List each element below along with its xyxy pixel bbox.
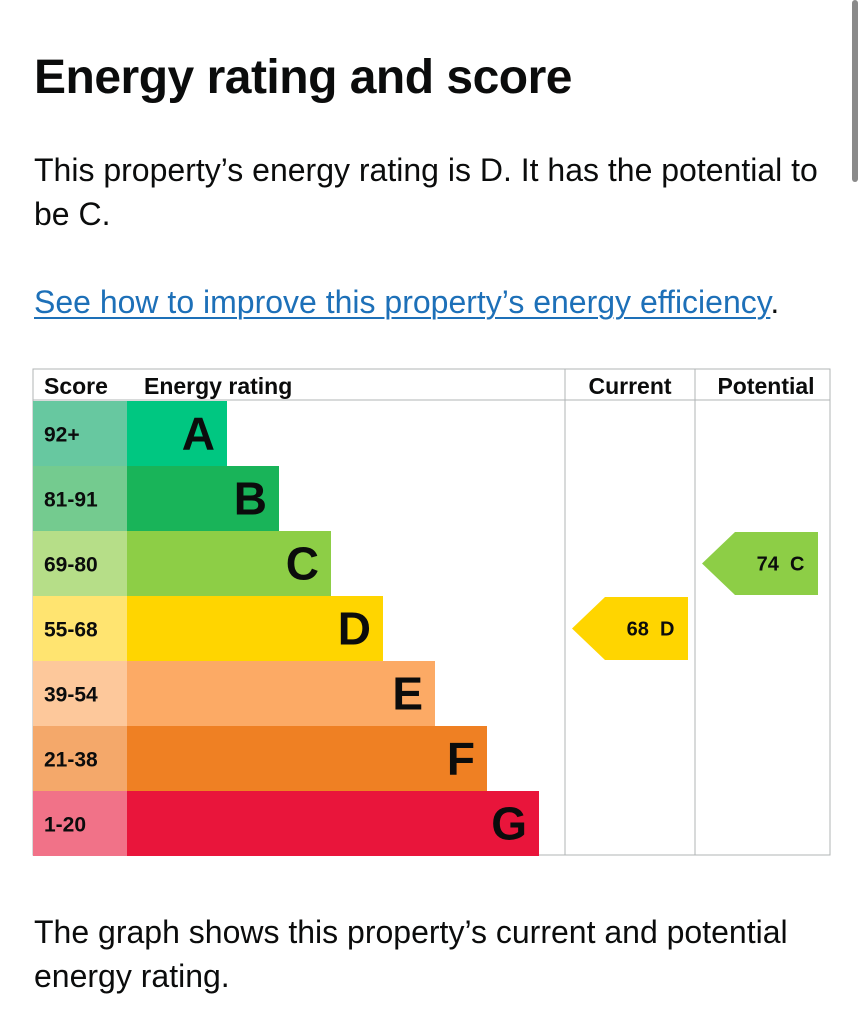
band-bar-e	[127, 661, 435, 726]
band-bar-b	[127, 466, 279, 531]
potential-rating-label: 74 C	[757, 554, 805, 576]
band-bar-d	[127, 596, 383, 661]
rating-summary: This property’s energy rating is D. It h…	[34, 152, 818, 232]
band-letter-e: E	[392, 668, 423, 720]
score-cell-a	[33, 401, 127, 466]
score-cell-f	[33, 726, 127, 791]
band-letter-c: C	[286, 538, 319, 590]
score-range-g: 1-20	[44, 814, 86, 837]
improve-suffix: .	[770, 284, 780, 320]
header-energy-rating: Energy rating	[144, 373, 292, 399]
band-bar-f	[127, 726, 487, 791]
score-cell-d	[33, 596, 127, 661]
score-cell-b	[33, 466, 127, 531]
score-cell-g	[33, 791, 127, 856]
current-rating-arrow	[572, 597, 688, 660]
band-bar-c	[127, 531, 331, 596]
band-bar-g	[127, 791, 539, 856]
score-range-d: 55-68	[44, 619, 98, 642]
header-potential: Potential	[717, 373, 814, 399]
improve-paragraph: See how to improve this property’s energ…	[34, 280, 779, 324]
header-score: Score	[44, 373, 108, 399]
band-letter-f: F	[447, 733, 475, 785]
score-range-f: 21-38	[44, 749, 98, 772]
band-letter-b: B	[234, 473, 267, 525]
score-range-e: 39-54	[44, 684, 98, 707]
page-title: Energy rating and score	[34, 51, 573, 104]
score-cell-c	[33, 531, 127, 596]
improve-efficiency-link[interactable]: See how to improve this property’s energ…	[34, 284, 771, 320]
scrollbar[interactable]	[852, 0, 858, 182]
band-letter-d: D	[338, 603, 371, 655]
rating-bands: 92+ A 81-91 B 69-80 C 55-68 D 39-54 E 21-38 F 1-20 G	[33, 401, 539, 856]
score-range-b: 81-91	[44, 489, 98, 512]
score-range-c: 69-80	[44, 554, 98, 577]
band-letter-g: G	[491, 798, 527, 850]
header-current: Current	[588, 373, 671, 399]
graph-explanation: The graph shows this property’s current …	[34, 914, 788, 994]
potential-rating-arrow	[702, 532, 818, 595]
band-letter-a: A	[182, 408, 215, 460]
rating-arrows: 68 D 74 C	[572, 532, 818, 660]
current-rating-label: 68 D	[627, 619, 675, 641]
band-bar-a	[127, 401, 227, 466]
score-range-a: 92+	[44, 424, 80, 447]
score-cell-e	[33, 661, 127, 726]
